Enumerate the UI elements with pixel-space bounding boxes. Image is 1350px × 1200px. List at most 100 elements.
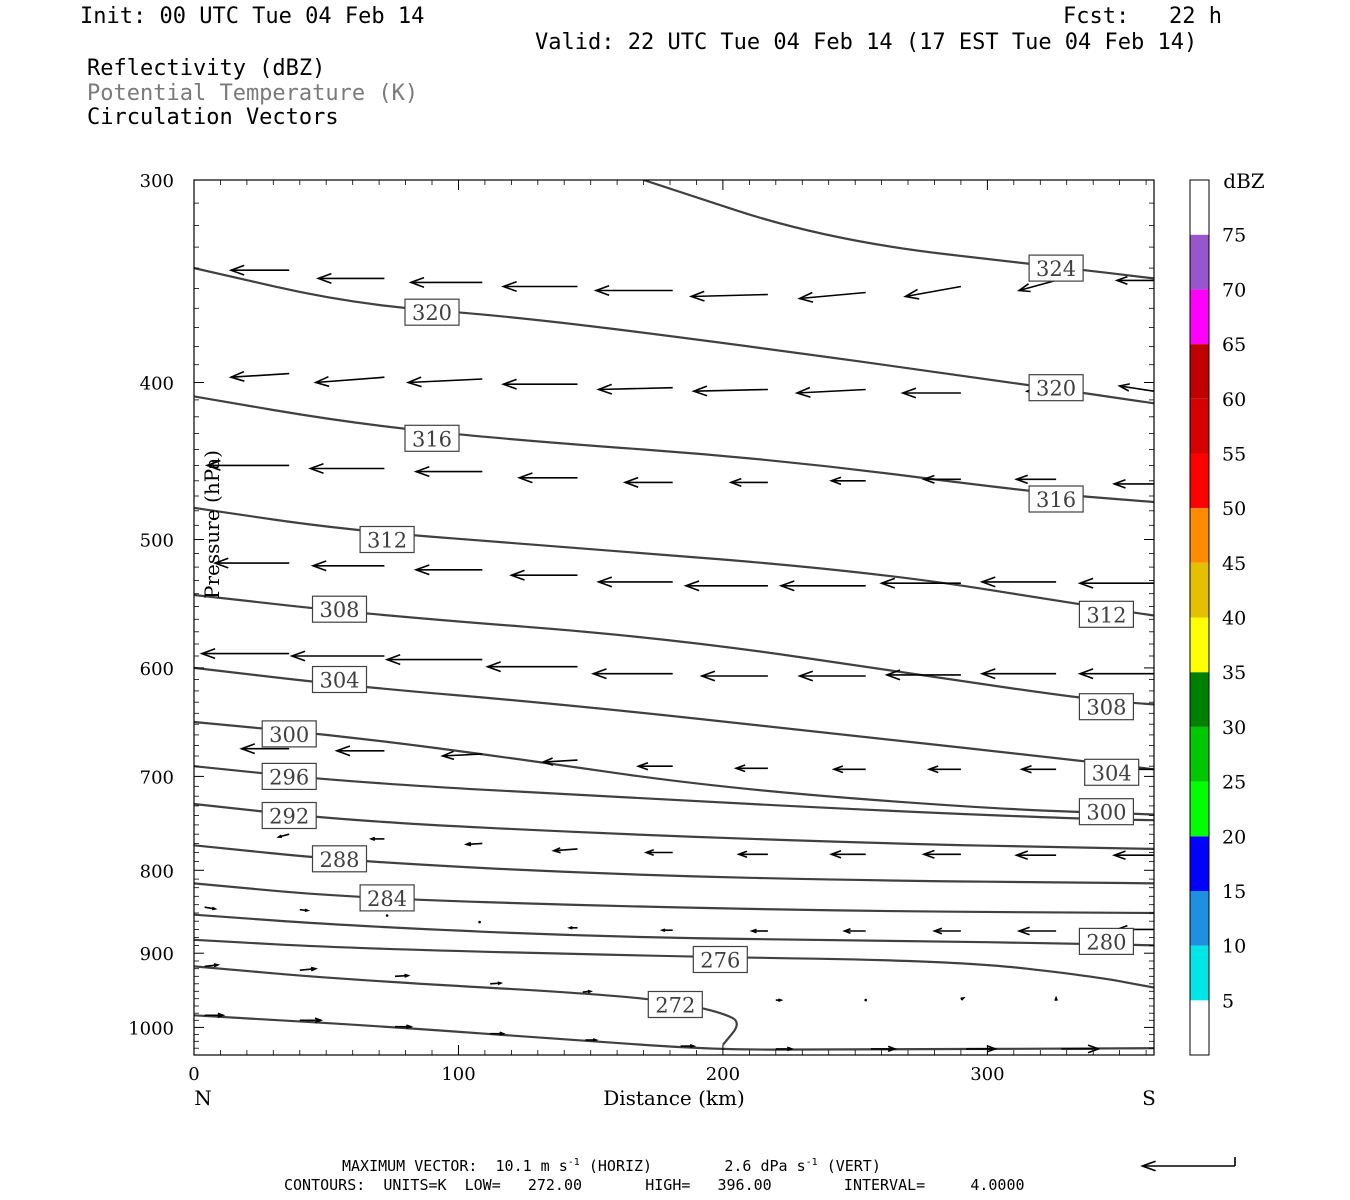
vector-arrow-head <box>204 459 221 471</box>
vector-arrow-head <box>567 925 573 930</box>
contour-label-box <box>1028 485 1084 513</box>
vector-arrow <box>593 284 673 297</box>
valid-time: Valid: 22 UTC Tue 04 Feb 14 (17 EST Tue … <box>535 30 1198 55</box>
colorbar-swatch <box>1190 234 1209 290</box>
vector-arrow <box>590 668 673 680</box>
vector-arrow-head <box>592 1038 599 1042</box>
vector-arrow-shaft <box>691 293 768 298</box>
vector-arrow <box>879 577 961 589</box>
vector-arrow-shaft <box>693 388 768 392</box>
contour-label-320: 320 <box>1028 374 1084 402</box>
contour-label-box <box>261 762 317 791</box>
contour-label-316: 316 <box>404 424 460 452</box>
vector-arrow <box>733 764 768 773</box>
vector-arrow <box>1111 850 1154 861</box>
contour-label-text: 304 <box>1092 761 1132 785</box>
x-tick-label: 300 <box>970 1064 1004 1085</box>
isentrope-276 <box>194 938 1154 989</box>
vector-arrow <box>728 477 768 487</box>
x-tick-label: 0 <box>188 1064 199 1085</box>
vector-arrow-shaft <box>230 372 290 378</box>
vector-arrow <box>921 474 961 484</box>
vector-arrow-head <box>199 648 216 660</box>
vector-arrow-head <box>308 462 324 475</box>
vert-exponent: -1 <box>805 1157 818 1168</box>
vector-arrow <box>501 280 578 293</box>
vector-arrow <box>979 576 1057 588</box>
vector-arrow-head <box>509 569 525 581</box>
contour-label-box <box>261 801 317 830</box>
y-tick-label: 500 <box>140 531 174 552</box>
vector-arrow-head <box>831 765 844 774</box>
vector-arrow-head <box>596 383 613 395</box>
vector-arrow-head <box>736 850 748 859</box>
vector-arrow-head <box>413 466 430 478</box>
vector-arrow <box>490 1031 506 1036</box>
vector-arrow-head <box>499 1031 506 1036</box>
vector-arrow <box>501 378 578 390</box>
vector-arrow <box>204 1012 226 1018</box>
contour-label-text: 312 <box>1086 603 1126 627</box>
vector-arrow-head <box>289 650 306 662</box>
colorbar-title: dBZ <box>1223 169 1265 193</box>
colorbar-level-label: 15 <box>1222 881 1246 903</box>
vector-arrow-head <box>1111 850 1126 861</box>
vector-arrow <box>394 973 411 978</box>
vector-arrow <box>979 668 1057 680</box>
vector-arrow-head <box>1014 474 1028 485</box>
contour-label-text: 320 <box>412 301 452 325</box>
vector-arrow-head <box>314 1017 324 1024</box>
contour-label-text: 300 <box>269 723 309 747</box>
vector-arrow-head <box>960 996 966 1001</box>
contour-label-304: 304 <box>311 665 368 694</box>
contour-label-text: 276 <box>700 949 740 973</box>
vector-arrow-head <box>794 386 811 398</box>
colorbar-frame <box>1189 179 1210 1056</box>
vector-arrow-shaft <box>315 376 385 384</box>
field-reflectivity: Reflectivity (dBZ) <box>87 56 326 81</box>
vector-arrow-head <box>551 847 561 854</box>
vector-arrow-head <box>1016 926 1030 936</box>
contour-label-box <box>404 298 460 326</box>
contour-label-280: 280 <box>1078 927 1135 956</box>
x-tick-label: 100 <box>441 1064 475 1085</box>
vector-arrow-head <box>622 476 639 488</box>
contour-label-text: 272 <box>655 994 695 1018</box>
vector-arrow <box>509 569 578 581</box>
vector-arrow <box>490 981 504 986</box>
contour-label-text: 316 <box>412 427 452 451</box>
vector-arrow <box>408 276 483 288</box>
contour-label-text: 288 <box>319 848 359 872</box>
vector-arrow <box>289 650 385 662</box>
max-vector-vert: 2.6 dPa s <box>724 1157 806 1175</box>
vector-arrow <box>1014 474 1057 485</box>
vector-arrow-shaft <box>905 285 962 298</box>
y-tick-label: 900 <box>140 944 174 965</box>
vector-arrow <box>794 386 866 398</box>
vector-arrow <box>313 375 385 388</box>
vector-arrow <box>310 560 385 572</box>
vector-arrow <box>778 580 866 592</box>
vector-arrow-head <box>688 290 705 302</box>
vector-arrow <box>567 925 578 930</box>
vector-arrow <box>1016 279 1057 293</box>
isentrope-284 <box>194 882 1154 915</box>
vector-arrow-head <box>786 1046 795 1052</box>
colorbar-swatch <box>1190 1000 1209 1055</box>
contour-label-316: 316 <box>1028 485 1084 513</box>
y-tick-label: 1000 <box>128 1018 174 1039</box>
vector-arrow <box>464 841 483 847</box>
vector-arrow-head <box>590 668 607 680</box>
contour-label-box <box>647 990 703 1019</box>
vector-arrow-head <box>1111 479 1126 489</box>
contour-label-text: 304 <box>319 669 359 693</box>
vector-arrow <box>1019 764 1057 774</box>
colorbar-level-label: 25 <box>1222 772 1246 794</box>
contour-label-box <box>311 665 368 694</box>
vector-arrow-head <box>691 385 708 397</box>
vector-arrow-head <box>368 836 376 841</box>
vector-arrow <box>829 476 866 486</box>
vector-arrow-shaft <box>408 378 483 384</box>
vector-arrow-head <box>497 981 504 986</box>
vector-arrow-head <box>926 765 939 774</box>
